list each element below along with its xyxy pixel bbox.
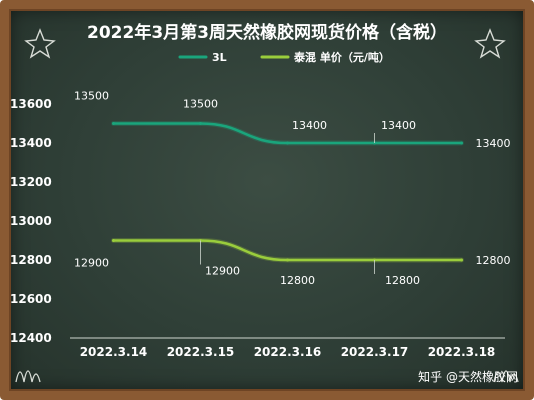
series-point bbox=[199, 122, 202, 125]
data-label: 13400 bbox=[476, 137, 511, 150]
data-labels: 13500 13500 13400 13400 13400 12900 12900 12800… bbox=[74, 90, 511, 288]
y-tick-label: 13000 bbox=[10, 214, 52, 228]
x-tick-label: 2022.3.15 bbox=[167, 345, 235, 359]
data-label: 13400 bbox=[292, 119, 327, 132]
star-doodle-icon bbox=[474, 28, 506, 59]
legend-label: 泰混 单价（元/吨） bbox=[293, 50, 390, 64]
x-tick-label: 2022.3.16 bbox=[254, 345, 322, 359]
x-tick-label: 2022.3.14 bbox=[80, 345, 148, 359]
y-tick-label: 12600 bbox=[10, 292, 52, 306]
y-tick-label: 12800 bbox=[10, 253, 52, 267]
data-label: 13400 bbox=[381, 119, 416, 132]
y-tick-label: 13400 bbox=[10, 136, 52, 150]
data-label: 12800 bbox=[476, 254, 511, 267]
series-layer bbox=[111, 120, 464, 263]
series-point bbox=[286, 141, 289, 145]
axes: 12400 12600 12800 13000 13200 13400 13600 2022.… bbox=[10, 97, 505, 359]
x-tick-label: 2022.3.17 bbox=[341, 345, 409, 359]
series-point bbox=[112, 239, 115, 242]
series-line bbox=[112, 239, 463, 262]
grass-doodle-icon bbox=[15, 370, 41, 383]
grass-doodle-icon bbox=[493, 370, 519, 383]
x-tick-label: 2022.3.18 bbox=[428, 345, 496, 359]
legend-label: 3L bbox=[212, 51, 227, 64]
data-label: 12800 bbox=[385, 274, 420, 287]
data-label: 12900 bbox=[74, 257, 109, 270]
y-tick-label: 12400 bbox=[10, 331, 52, 345]
series-glow bbox=[111, 237, 464, 263]
watermark-text: 知乎 @天然橡胶网 bbox=[418, 369, 518, 384]
series-point bbox=[112, 122, 115, 125]
y-tick-label: 13600 bbox=[10, 97, 52, 111]
chart-title: 2022年3月第3周天然橡胶网现货价格（含税） bbox=[87, 22, 447, 43]
data-label: 12800 bbox=[280, 274, 315, 287]
data-label: 13500 bbox=[183, 98, 218, 111]
star-doodle-icon bbox=[24, 28, 56, 59]
data-label: 12900 bbox=[205, 265, 240, 278]
y-tick-label: 13200 bbox=[10, 175, 52, 189]
data-label: 13500 bbox=[74, 90, 109, 103]
series-point bbox=[460, 258, 463, 262]
series-point bbox=[286, 258, 289, 262]
series-point bbox=[460, 141, 463, 145]
legend: 3L 泰混 单价（元/吨） bbox=[178, 50, 390, 64]
